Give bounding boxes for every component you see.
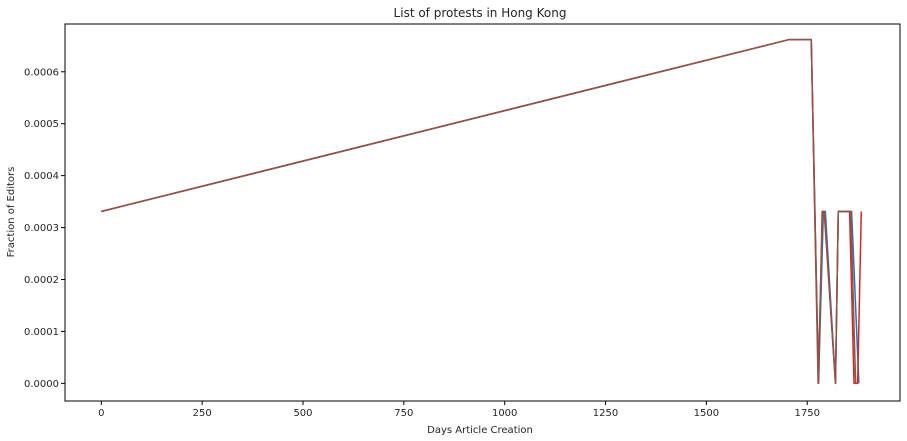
x-tick-label: 1000 bbox=[492, 408, 517, 419]
x-tick-label: 0 bbox=[98, 408, 104, 419]
y-tick-label: 0.0000 bbox=[24, 379, 59, 390]
x-tick-label: 750 bbox=[394, 408, 413, 419]
plot-frame bbox=[64, 23, 901, 402]
series-line-3 bbox=[101, 38, 857, 385]
y-axis: 0.0000 0.0001 0.0002 0.0003 0.0004 0.0005 0.00… bbox=[24, 67, 65, 390]
y-tick-label: 0.0006 bbox=[24, 67, 59, 78]
x-axis: 0 250 500 750 1000 1250 1500 1750 bbox=[98, 401, 820, 419]
series-layer bbox=[101, 38, 863, 385]
y-tick-label: 0.0002 bbox=[24, 275, 59, 286]
x-tick-label: 1500 bbox=[694, 408, 719, 419]
y-tick-label: 0.0003 bbox=[24, 223, 59, 234]
x-axis-label: Days Article Creation bbox=[427, 425, 533, 436]
x-tick-label: 1250 bbox=[593, 408, 618, 419]
x-tick-label: 1750 bbox=[794, 408, 819, 419]
x-tick-label: 500 bbox=[293, 408, 312, 419]
y-axis-label: Fraction of Editors bbox=[6, 167, 17, 258]
y-tick-label: 0.0004 bbox=[24, 171, 59, 182]
y-tick-label: 0.0005 bbox=[24, 119, 59, 130]
chart-title: List of protests in Hong Kong bbox=[394, 6, 567, 20]
y-tick-label: 0.0001 bbox=[24, 327, 59, 338]
x-tick-label: 250 bbox=[193, 408, 212, 419]
